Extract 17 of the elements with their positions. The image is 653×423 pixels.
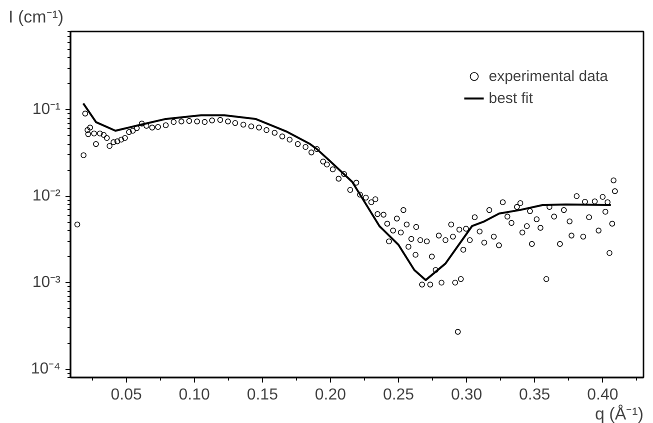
y-tick-label: 10⁻² — [32, 188, 62, 205]
y-axis-title: I (cm⁻¹) — [8, 8, 64, 26]
x-tick-label: 0.30 — [450, 386, 482, 404]
x-tick-label: 0.15 — [246, 386, 278, 404]
x-tick-label: 0.40 — [587, 386, 618, 404]
x-tick-label: 0.05 — [110, 386, 142, 404]
y-tick-label: 10⁻³ — [32, 274, 62, 292]
x-tick-label: 0.10 — [178, 386, 210, 404]
legend-label: best fit — [488, 90, 533, 106]
y-tick-label: 10⁻¹ — [32, 101, 60, 118]
legend-label: experimental data — [488, 68, 608, 84]
x-tick-label: 0.35 — [519, 386, 550, 404]
y-tick-label: 10⁻⁴ — [30, 360, 61, 378]
x-tick-label: 0.20 — [314, 386, 346, 404]
x-axis-title: q (Å⁻¹) — [595, 404, 644, 423]
x-tick-label: 0.25 — [382, 386, 414, 404]
line-series — [82, 102, 612, 282]
